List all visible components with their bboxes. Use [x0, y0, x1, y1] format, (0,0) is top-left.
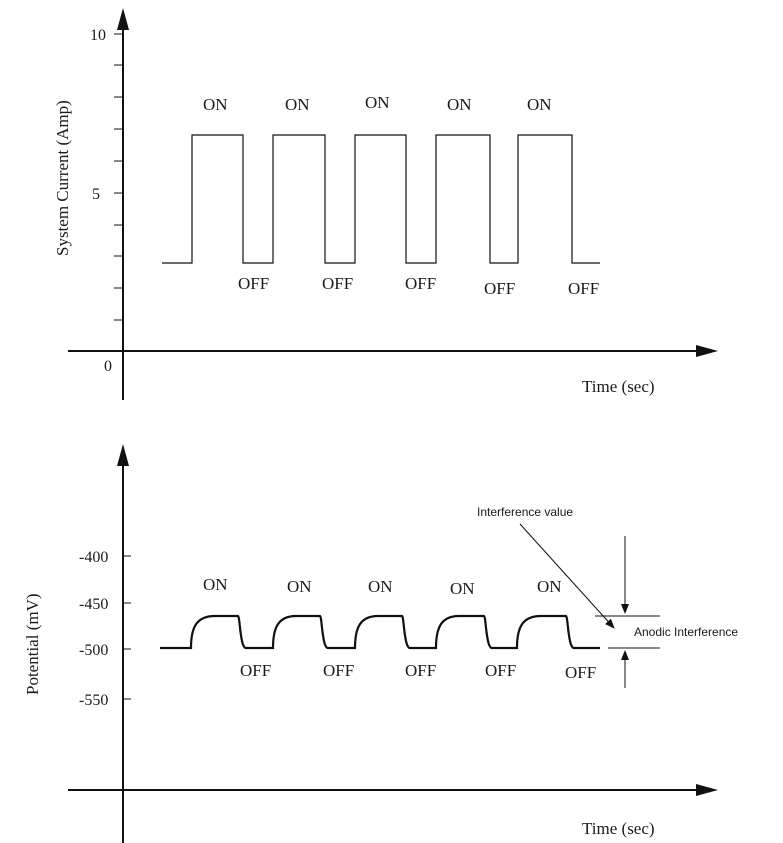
potential-x-axis-label: Time (sec) — [582, 819, 655, 838]
potential-x-axis-arrow — [696, 784, 718, 796]
interference-value-arrow — [519, 523, 615, 629]
potential-off-label-2: OFF — [323, 661, 354, 680]
current-square-wave — [162, 134, 600, 264]
potential-y-ticks — [123, 555, 131, 700]
current-y-axis-label: System Current (Amp) — [53, 100, 72, 256]
potential-on-label-1: ON — [203, 575, 228, 594]
potential-off-label-4: OFF — [485, 661, 516, 680]
potential-on-label-2: ON — [287, 577, 312, 596]
current-on-label-1: ON — [203, 95, 228, 114]
current-off-label-5: OFF — [568, 279, 599, 298]
potential-y-axis-label: Potential (mV) — [23, 593, 42, 695]
potential-chart: -400 -450 -500 -550 Potential (mV) Time … — [23, 444, 738, 843]
current-off-label-3: OFF — [405, 274, 436, 293]
current-off-label-1: OFF — [238, 274, 269, 293]
current-off-label-4: OFF — [484, 279, 515, 298]
current-off-label-2: OFF — [322, 274, 353, 293]
current-y-axis-arrow — [117, 8, 129, 30]
current-x-axis-label: Time (sec) — [582, 377, 655, 396]
current-ytick-0: 0 — [104, 358, 112, 375]
interference-value-label: Interference value — [477, 505, 573, 519]
current-ytick-5: 5 — [92, 186, 100, 203]
current-y-ticks — [114, 33, 123, 321]
potential-on-label-5: ON — [537, 577, 562, 596]
potential-ytick-450: -450 — [79, 596, 108, 613]
potential-y-axis-arrow — [117, 444, 129, 466]
potential-on-label-3: ON — [368, 577, 393, 596]
potential-off-label-1: OFF — [240, 661, 271, 680]
potential-off-label-3: OFF — [405, 661, 436, 680]
current-on-label-5: ON — [527, 95, 552, 114]
potential-off-label-5: OFF — [565, 663, 596, 682]
potential-ytick-500: -500 — [79, 642, 108, 659]
potential-on-label-4: ON — [450, 579, 475, 598]
current-x-axis-arrow — [696, 345, 718, 357]
anodic-interference-label: Anodic Interference — [634, 625, 738, 639]
current-on-label-3: ON — [365, 93, 390, 112]
potential-ytick-400: -400 — [79, 549, 108, 566]
current-chart: 10 5 0 System Current (Amp) Time (sec) O… — [53, 8, 718, 400]
current-on-label-2: ON — [285, 95, 310, 114]
potential-ytick-550: -550 — [79, 692, 108, 709]
current-ytick-10: 10 — [90, 27, 106, 44]
current-on-label-4: ON — [447, 95, 472, 114]
potential-wave — [160, 614, 600, 650]
